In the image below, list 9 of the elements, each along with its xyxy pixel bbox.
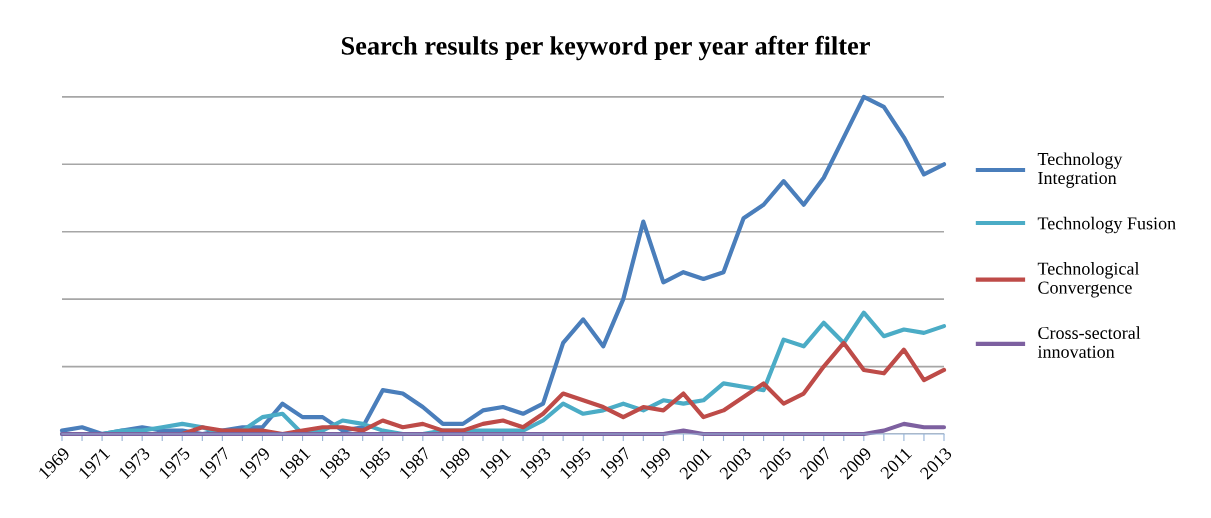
legend-label: Technology Integration xyxy=(1037,152,1123,188)
legend-label: Technological Convergence xyxy=(1037,262,1140,298)
x-tick-label: 1991 xyxy=(478,446,512,480)
x-tick-label: 1981 xyxy=(278,446,311,480)
legend-label: Technology Fusion xyxy=(1037,216,1176,234)
x-tick-label: 1971 xyxy=(78,446,111,480)
x-tick-label: 2011 xyxy=(879,446,913,480)
legend-label: Cross-sectoral innovation xyxy=(1037,326,1141,358)
chart-title: Search results per keyword per year after filter xyxy=(341,35,870,61)
